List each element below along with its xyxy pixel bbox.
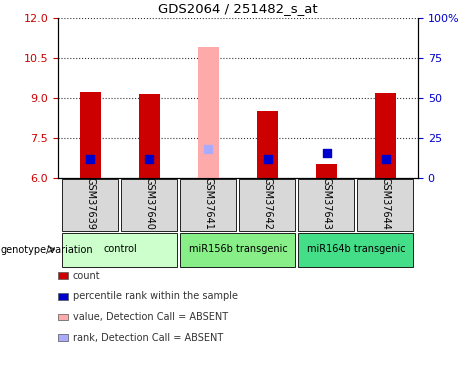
Text: GSM37639: GSM37639 (85, 177, 95, 230)
Bar (61, 233, 177, 267)
Point (146, 156, 153, 162)
Bar (180, 179, 236, 231)
Bar (139, 94, 160, 178)
Text: control: control (103, 244, 137, 254)
Text: GSM37641: GSM37641 (203, 177, 213, 230)
Point (323, 150, 330, 156)
Text: genotype/variation: genotype/variation (0, 245, 93, 255)
Point (87, 156, 94, 162)
Text: count: count (73, 271, 100, 281)
Text: value, Detection Call = ABSENT: value, Detection Call = ABSENT (73, 312, 228, 322)
Point (205, 146, 212, 152)
Bar (239, 179, 295, 231)
Bar (257, 111, 278, 178)
Text: percentile rank within the sample: percentile rank within the sample (73, 291, 238, 302)
Bar (61, 179, 118, 231)
Text: rank, Detection Call = ABSENT: rank, Detection Call = ABSENT (73, 333, 223, 343)
Point (382, 156, 389, 162)
Bar (121, 179, 177, 231)
Bar (80, 92, 101, 178)
Bar (357, 179, 413, 231)
Bar (298, 233, 413, 267)
Text: miR156b transgenic: miR156b transgenic (189, 244, 287, 254)
Title: GDS2064 / 251482_s_at: GDS2064 / 251482_s_at (158, 3, 318, 15)
Bar (298, 179, 354, 231)
Text: GSM37640: GSM37640 (144, 177, 154, 230)
Bar (316, 164, 337, 178)
Text: GSM37642: GSM37642 (262, 177, 272, 230)
Bar (180, 233, 295, 267)
Text: miR164b transgenic: miR164b transgenic (307, 244, 405, 254)
Point (264, 156, 271, 162)
Text: GSM37644: GSM37644 (380, 177, 390, 230)
Bar (375, 93, 396, 178)
Text: GSM37643: GSM37643 (321, 177, 331, 230)
Bar (198, 47, 219, 178)
